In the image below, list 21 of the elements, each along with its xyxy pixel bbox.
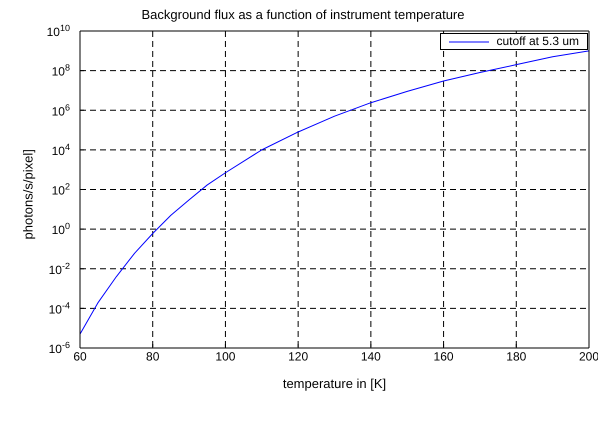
y-tick-label: 10$^{10}$ [46,23,70,39]
x-tick-label: 60 [73,350,87,364]
x-tick-label: 180 [506,350,527,364]
y-tick-label: 10$^{-2}$ [48,260,70,277]
y-tick-label: 10$^{-4}$ [48,300,70,316]
x-tick-label: 80 [146,350,160,364]
y-tick-label: 10$^{0}$ [52,221,70,238]
x-tick-label: 140 [360,350,382,364]
y-tick-label: 10$^{2}$ [52,182,70,198]
chart-title: Background flux as a function of instrument temperature [140,7,466,22]
x-tick-label: 160 [434,350,454,364]
legend-label: cutoff at 5.3 um [496,34,579,49]
x-tick-label: 120 [288,350,308,364]
y-axis-title: photons/s/pixel] [20,149,36,240]
y-tick-label: 10$^{8}$ [52,62,70,79]
y-tick-label: 10$^{-6}$ [48,340,70,356]
x-tick-label: 100 [215,350,236,364]
line-series [80,50,589,335]
y-tick-label: 10$^{6}$ [52,102,70,118]
x-axis-title: temperature in [K] [282,376,386,391]
y-tick-label: 10$^{4}$ [52,142,70,158]
